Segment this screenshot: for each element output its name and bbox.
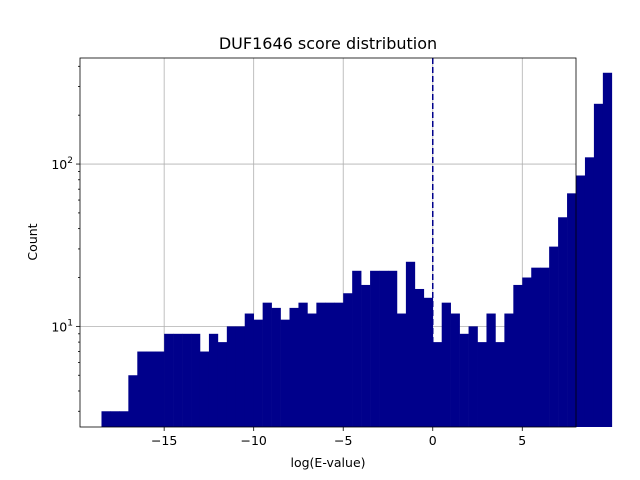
histogram-bar xyxy=(271,307,281,427)
histogram-bar xyxy=(280,319,290,427)
axis-ticks: −15 −10 −5 0 5 101 102 xyxy=(51,65,526,448)
histogram-bar xyxy=(495,342,505,427)
histogram-bar xyxy=(584,157,595,427)
histogram-bar xyxy=(504,313,514,427)
histogram-bar xyxy=(486,313,496,427)
histogram-bar xyxy=(146,351,156,427)
histogram-bar xyxy=(289,307,299,427)
x-axis-label: log(E-value) xyxy=(290,455,365,470)
histogram-bar xyxy=(334,302,344,427)
y-tick-label: 102 xyxy=(51,156,73,172)
histogram-bar xyxy=(432,342,443,427)
histogram-bar xyxy=(253,319,263,427)
histogram-bar xyxy=(405,261,416,427)
histogram-bar xyxy=(379,270,389,427)
histogram-bar xyxy=(155,351,165,427)
x-tick-label: −10 xyxy=(240,433,266,448)
histogram-bar xyxy=(307,313,317,427)
histogram-bar xyxy=(244,313,254,427)
histogram-bar xyxy=(567,193,577,427)
histogram-bar xyxy=(441,302,451,427)
histogram-bar xyxy=(423,297,434,427)
histogram-bar xyxy=(414,288,425,427)
histogram-bar xyxy=(191,333,201,427)
histogram-bar xyxy=(602,72,613,427)
histogram-bar xyxy=(477,342,487,427)
x-tick-label: 0 xyxy=(429,433,437,448)
histogram-bar xyxy=(558,217,568,427)
histogram-bar xyxy=(217,342,228,427)
histogram-bar xyxy=(262,302,272,427)
histogram-bar xyxy=(468,326,478,427)
histogram-bar xyxy=(128,375,138,427)
histogram-bar xyxy=(370,270,380,427)
histogram-bar xyxy=(298,302,308,427)
plot-frame xyxy=(79,57,577,428)
histogram-bar xyxy=(199,351,210,427)
histogram-bar xyxy=(137,351,147,427)
histogram-bar xyxy=(531,267,541,427)
histogram-bar xyxy=(352,270,362,427)
histogram-bar xyxy=(101,411,111,427)
x-tick-label: 5 xyxy=(518,433,526,448)
histogram-bar xyxy=(316,302,326,427)
chart-title: DUF1646 score distribution xyxy=(219,34,437,53)
histogram-bar xyxy=(173,333,183,427)
histogram-bar xyxy=(208,333,219,427)
histogram-bar xyxy=(182,333,192,427)
histogram-bar xyxy=(593,103,604,428)
y-tick-label: 101 xyxy=(51,318,73,334)
histogram-bar xyxy=(540,267,550,427)
histogram-bar xyxy=(459,333,469,427)
histogram-bar xyxy=(226,326,237,427)
histogram-bar xyxy=(396,313,407,427)
histogram-bar xyxy=(164,333,174,427)
histogram-bar xyxy=(576,175,586,427)
histogram-bar xyxy=(325,302,335,427)
histogram-bar xyxy=(549,246,559,427)
histogram-bar xyxy=(513,284,523,427)
x-tick-label: −5 xyxy=(334,433,352,448)
histogram-bar xyxy=(387,270,398,427)
histogram-bar xyxy=(119,411,129,427)
x-tick-label: −15 xyxy=(151,433,177,448)
y-axis-label: Count xyxy=(25,223,40,260)
histogram-bar xyxy=(235,326,246,427)
histogram-bar xyxy=(450,313,460,427)
histogram-bar xyxy=(361,284,371,427)
histogram-bars xyxy=(101,72,613,428)
histogram-bar xyxy=(343,293,353,427)
histogram-bar xyxy=(522,277,532,427)
histogram-bar xyxy=(110,411,120,427)
